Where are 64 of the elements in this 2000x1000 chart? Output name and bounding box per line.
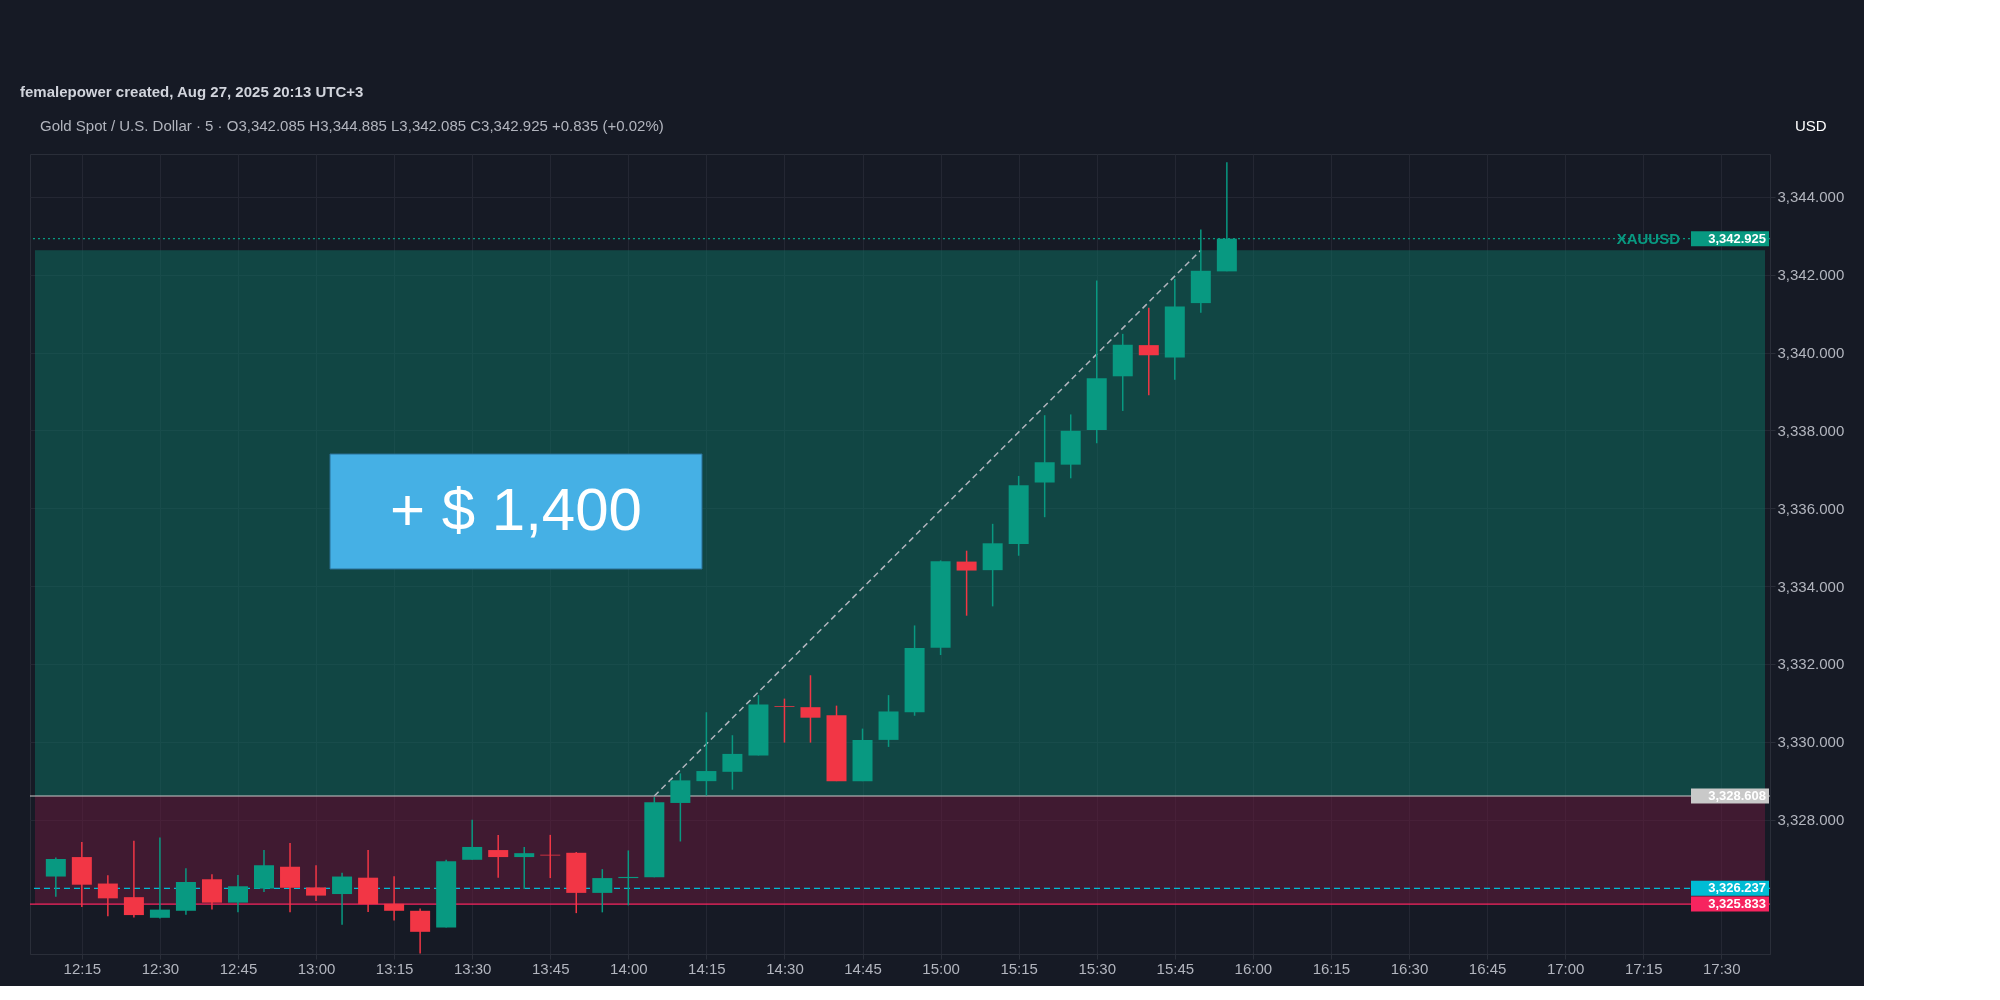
- x-tick-label: 15:45: [1156, 959, 1195, 977]
- x-tick-label: 13:15: [375, 959, 414, 977]
- x-tick-label: 15:30: [1078, 959, 1117, 977]
- y-tick-label: 3,336.000: [1777, 499, 1845, 517]
- candlestick: [97, 874, 118, 917]
- y-tick-label: 3,338.000: [1777, 421, 1845, 439]
- candlestick: [774, 697, 795, 744]
- candlestick: [540, 834, 561, 879]
- candlestick: [514, 846, 535, 890]
- y-tick-label: 3,334.000: [1777, 577, 1845, 595]
- x-tick-label: 15:15: [1000, 959, 1038, 977]
- y-tick-label: 3,328.000: [1777, 811, 1845, 829]
- text: USD: [1795, 117, 1827, 134]
- y-tick-label: 3,332.000: [1777, 655, 1845, 673]
- candlestick: [462, 818, 483, 861]
- x-tick-label: 16:00: [1234, 959, 1273, 977]
- x-tick-label: 14:00: [610, 959, 648, 977]
- annotation: XAUUSD: [1616, 229, 1681, 247]
- candlestick: [696, 711, 717, 797]
- candlestick: [227, 874, 248, 914]
- candlestick: [123, 839, 144, 919]
- candlestick: [800, 674, 821, 744]
- x-tick-label: 12:15: [63, 959, 102, 977]
- candlestick: [332, 871, 353, 926]
- text: femalepower created, Aug 27, 2025 20:13 UTC+3: [20, 83, 364, 100]
- candlestick: [670, 772, 691, 843]
- candlestick: [306, 864, 327, 902]
- candlestick: [280, 842, 301, 914]
- ref-line-label: 3,326.237: [1708, 880, 1766, 896]
- candlestick: [592, 868, 613, 914]
- x-tick-label: 16:15: [1312, 959, 1351, 977]
- candlestick: [1138, 307, 1159, 397]
- x-tick-label: 14:30: [766, 959, 804, 977]
- candlestick: [149, 836, 170, 920]
- x-tick-label: 12:45: [219, 959, 258, 977]
- y-tick-label: 3,340.000: [1777, 344, 1845, 362]
- x-tick-label: 15:00: [922, 959, 960, 977]
- x-tick-label: 13:30: [453, 959, 492, 977]
- x-tick-label: 13:00: [297, 959, 336, 977]
- x-tick-label: 17:00: [1546, 959, 1585, 977]
- candlestick: [1034, 414, 1055, 518]
- y-tick-label: 3,330.000: [1777, 733, 1845, 751]
- x-tick-label: 17:15: [1624, 959, 1663, 977]
- x-tick-label: 14:45: [844, 959, 882, 977]
- y-tick-label: 3,344.000: [1777, 188, 1845, 206]
- candlestick: [410, 907, 431, 955]
- candlestick: [722, 734, 743, 791]
- x-tick-label: 12:30: [141, 959, 180, 977]
- x-tick-label: 17:30: [1703, 959, 1741, 977]
- candlestick: [253, 849, 274, 893]
- ref-line-label: 3,342.925: [1708, 230, 1766, 246]
- y-tick-label: 3,342.000: [1777, 266, 1845, 284]
- ref-line-label: 3,325.833: [1708, 896, 1766, 912]
- x-tick-label: 14:15: [688, 959, 726, 977]
- candlestick: [384, 875, 405, 922]
- x-tick-label: 13:45: [531, 959, 570, 977]
- candlestick: [956, 549, 977, 617]
- candlestick: [45, 856, 66, 898]
- candlestick: [201, 873, 222, 911]
- x-tick-label: 16:30: [1390, 959, 1429, 977]
- annotation: + $ 1,400: [390, 476, 642, 543]
- candlestick: [488, 834, 509, 879]
- x-tick-label: 16:45: [1468, 959, 1507, 977]
- chart-title: Gold Spot / U.S. Dollar · 5 · O3,342.085 H3,344.885 L3,342.085 C3,342.925 +0.835 (+0.02%): [40, 117, 664, 134]
